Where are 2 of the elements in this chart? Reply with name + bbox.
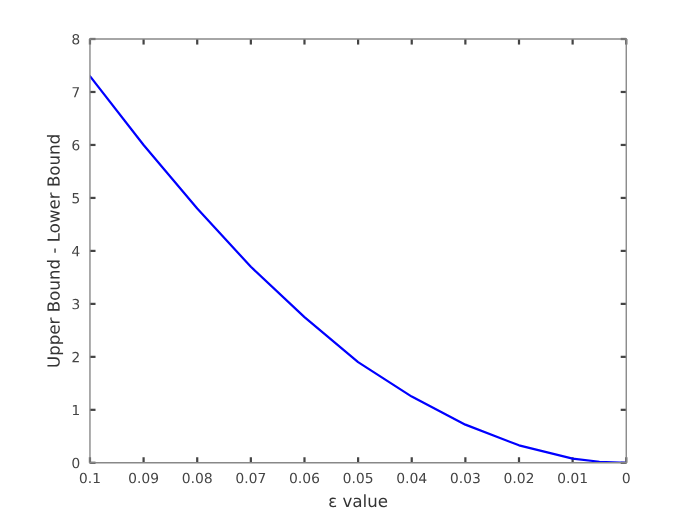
y-axis-title: Upper Bound - Lower Bound	[46, 135, 64, 367]
x-axis-title: ε value	[329, 494, 388, 508]
